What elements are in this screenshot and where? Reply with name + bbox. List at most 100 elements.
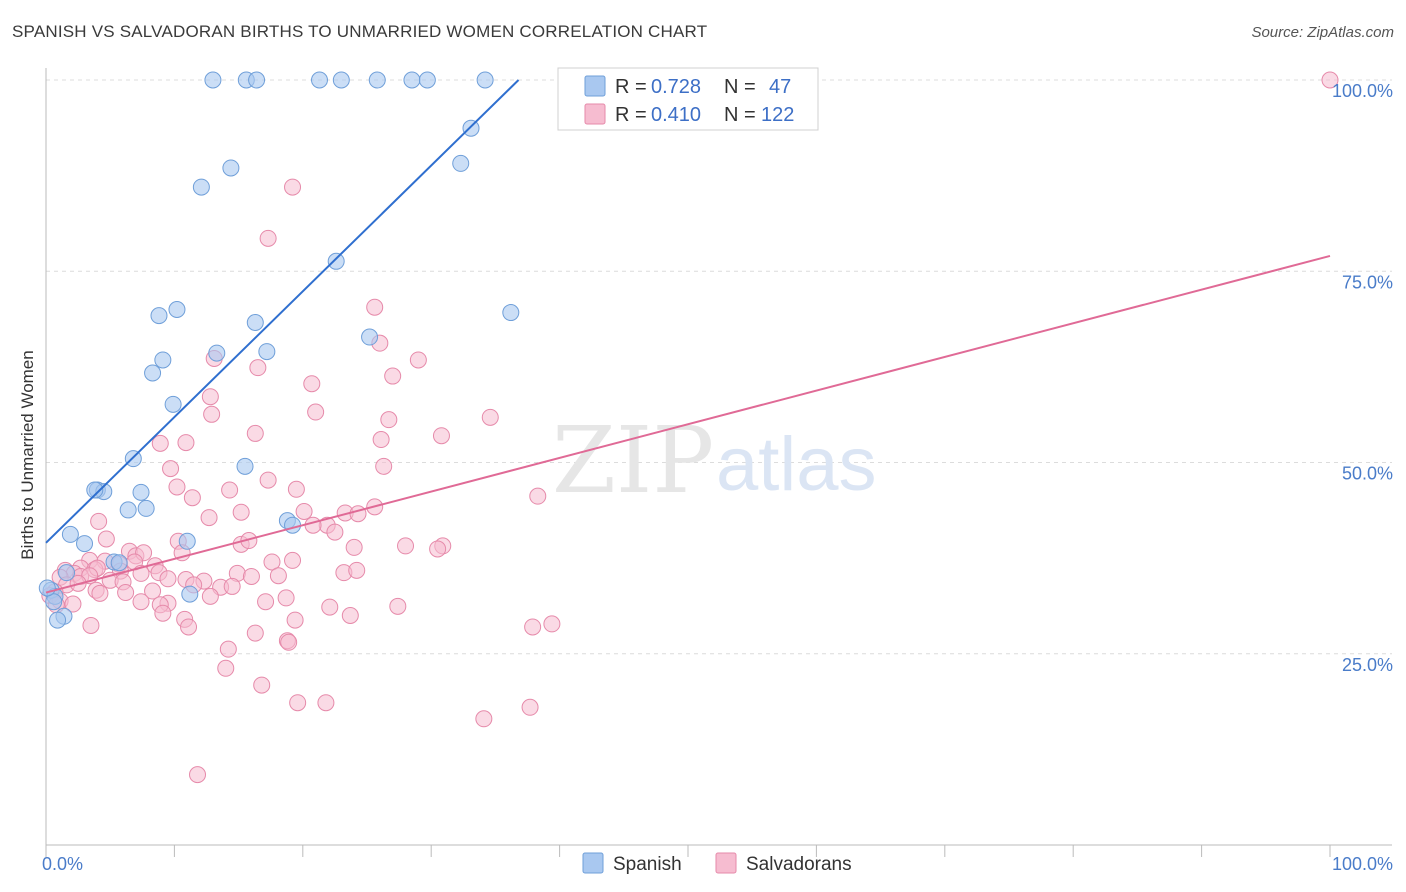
salvadoran-point-108 bbox=[246, 624, 264, 642]
spanish-point-39 bbox=[58, 564, 76, 582]
spanish-point-25 bbox=[236, 457, 254, 475]
salvadoran-trend-line bbox=[45, 254, 1331, 594]
salvadoran-point-21 bbox=[162, 460, 180, 478]
spanish-point-20 bbox=[208, 344, 226, 362]
salvadoran-point-15 bbox=[246, 424, 264, 442]
spanish-point-36 bbox=[76, 535, 94, 553]
salvadoran-point-14 bbox=[481, 408, 499, 426]
salvadoran-point-74 bbox=[242, 567, 260, 585]
salvadoran-point-34 bbox=[90, 512, 108, 530]
spanish-point-42 bbox=[45, 593, 63, 611]
spanish-point-21 bbox=[154, 351, 172, 369]
spanish-point-29 bbox=[86, 481, 104, 499]
bottom-legend-salvadorans: Salvadorans bbox=[746, 854, 852, 875]
salvadoran-point-90 bbox=[257, 593, 275, 611]
y-axis-title: Births to Unmarried Women bbox=[18, 350, 37, 559]
salvadoran-point-36 bbox=[304, 516, 322, 534]
source-label: Source: ZipAtlas.com bbox=[1251, 24, 1394, 41]
spanish-point-30 bbox=[137, 499, 155, 517]
salvadoran-point-113 bbox=[253, 676, 271, 694]
salvadoran-point-16 bbox=[432, 427, 450, 445]
salvadoran-point-105 bbox=[180, 618, 198, 636]
bottom-legend: Spanish Salvadorans bbox=[582, 852, 852, 875]
legend-swatch-salvadoran bbox=[584, 103, 606, 125]
spanish-point-8 bbox=[476, 71, 494, 89]
spanish-point-5 bbox=[368, 71, 386, 89]
spanish-point-10 bbox=[452, 154, 470, 172]
salvadoran-point-45 bbox=[345, 538, 363, 556]
spanish-point-19 bbox=[258, 343, 276, 361]
salvadoran-point-25 bbox=[287, 480, 305, 498]
salvadoran-point-106 bbox=[524, 618, 542, 636]
salvadoran-point-55 bbox=[263, 553, 281, 571]
salvadoran-point-116 bbox=[521, 698, 539, 716]
salvadoran-point-3 bbox=[366, 298, 384, 316]
salvadoran-point-92 bbox=[321, 598, 339, 616]
spanish-point-18 bbox=[361, 328, 379, 346]
spanish-point-0 bbox=[204, 71, 222, 89]
salvadoran-point-85 bbox=[91, 584, 109, 602]
salvadoran-point-7 bbox=[249, 359, 267, 377]
bottom-legend-swatch-spanish bbox=[582, 852, 604, 874]
salvadoran-point-29 bbox=[295, 502, 313, 520]
salvadoran-point-20 bbox=[375, 457, 393, 475]
salvadoran-point-37 bbox=[326, 523, 344, 541]
salvadoran-point-103 bbox=[286, 611, 304, 629]
salvadoran-point-0 bbox=[1321, 71, 1339, 89]
y-tick-labels: 25.0% 50.0% 75.0% 100.0% bbox=[1332, 81, 1393, 675]
salvadoran-point-91 bbox=[277, 589, 295, 607]
spanish-point-28 bbox=[132, 483, 150, 501]
legend-r-salvadoran: 0.410 bbox=[651, 104, 701, 126]
legend-n-salvadoran: 122 bbox=[761, 104, 794, 126]
spanish-point-22 bbox=[144, 364, 162, 382]
y-tick-label-0: 25.0% bbox=[1342, 655, 1393, 675]
salvadoran-point-97 bbox=[64, 595, 82, 613]
salvadoran-point-23 bbox=[168, 478, 186, 496]
spanish-point-13 bbox=[327, 252, 345, 270]
spanish-point-31 bbox=[119, 501, 137, 519]
spanish-point-2 bbox=[248, 71, 266, 89]
salvadoran-point-2 bbox=[259, 229, 277, 247]
watermark-atlas: atlas bbox=[716, 422, 877, 507]
bottom-legend-spanish: Spanish bbox=[613, 854, 682, 875]
salvadoran-point-9 bbox=[303, 375, 321, 393]
salvadoran-point-32 bbox=[200, 509, 218, 527]
spanish-point-46 bbox=[49, 611, 67, 629]
spanish-point-23 bbox=[164, 395, 182, 413]
salvadoran-point-44 bbox=[429, 540, 447, 558]
salvadoran-point-107 bbox=[543, 615, 561, 633]
salvadoran-point-93 bbox=[132, 593, 150, 611]
salvadoran-point-31 bbox=[349, 505, 367, 523]
salvadoran-point-110 bbox=[280, 633, 298, 651]
spanish-point-35 bbox=[178, 532, 196, 550]
salvadoran-point-83 bbox=[223, 577, 241, 595]
grid-lines bbox=[46, 79, 1392, 655]
salvadoran-point-70 bbox=[159, 570, 177, 588]
salvadoran-point-75 bbox=[269, 567, 287, 585]
x-tick-labels: 0.0% 100.0% bbox=[42, 854, 1393, 874]
watermark: ZIP atlas bbox=[552, 407, 877, 514]
salvadoran-point-19 bbox=[177, 434, 195, 452]
salvadoran-point-8 bbox=[384, 367, 402, 385]
trend-lines bbox=[45, 79, 1331, 594]
salvadoran-point-117 bbox=[475, 710, 493, 728]
y-tick-label-1: 50.0% bbox=[1342, 464, 1393, 484]
salvadoran-point-101 bbox=[154, 604, 172, 622]
salvadoran-point-111 bbox=[219, 640, 237, 658]
salvadoran-point-17 bbox=[372, 431, 390, 449]
salvadoran-point-38 bbox=[97, 530, 115, 548]
salvadoran-point-22 bbox=[259, 471, 277, 489]
legend-n-label-salvadoran: N = bbox=[724, 104, 756, 126]
salvadoran-point-86 bbox=[117, 584, 135, 602]
salvadoran-point-42 bbox=[397, 537, 415, 555]
x-tick-label-1: 100.0% bbox=[1332, 854, 1393, 874]
salvadoran-point-24 bbox=[221, 481, 239, 499]
salvadoran-point-87 bbox=[144, 582, 162, 600]
spanish-point-12 bbox=[192, 178, 210, 196]
spanish-point-7 bbox=[418, 71, 436, 89]
legend-box: R = 0.728 N = 47 R = 0.410 N = 122 bbox=[557, 67, 819, 131]
y-tick-label-3: 100.0% bbox=[1332, 81, 1393, 101]
legend-r-spanish: 0.728 bbox=[651, 76, 701, 98]
salvadoran-point-100 bbox=[341, 607, 359, 624]
